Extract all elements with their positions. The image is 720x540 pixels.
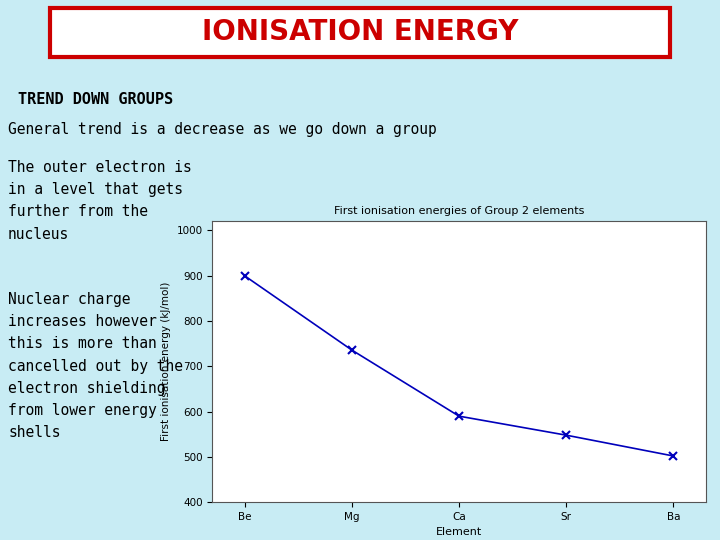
FancyBboxPatch shape bbox=[50, 8, 670, 57]
Text: Nuclear charge
increases however
this is more than
cancelled out by the
electron: Nuclear charge increases however this is… bbox=[8, 292, 183, 440]
Text: TREND DOWN GROUPS: TREND DOWN GROUPS bbox=[18, 92, 173, 107]
Text: IONISATION ENERGY: IONISATION ENERGY bbox=[202, 18, 518, 46]
Text: General trend is a decrease as we go down a group: General trend is a decrease as we go dow… bbox=[8, 122, 437, 137]
Text: The outer electron is
in a level that gets
further from the
nucleus: The outer electron is in a level that ge… bbox=[8, 160, 192, 241]
X-axis label: Element: Element bbox=[436, 528, 482, 537]
Title: First ionisation energies of Group 2 elements: First ionisation energies of Group 2 ele… bbox=[334, 206, 584, 217]
Y-axis label: First ionisation energy (kJ/mol): First ionisation energy (kJ/mol) bbox=[161, 282, 171, 442]
